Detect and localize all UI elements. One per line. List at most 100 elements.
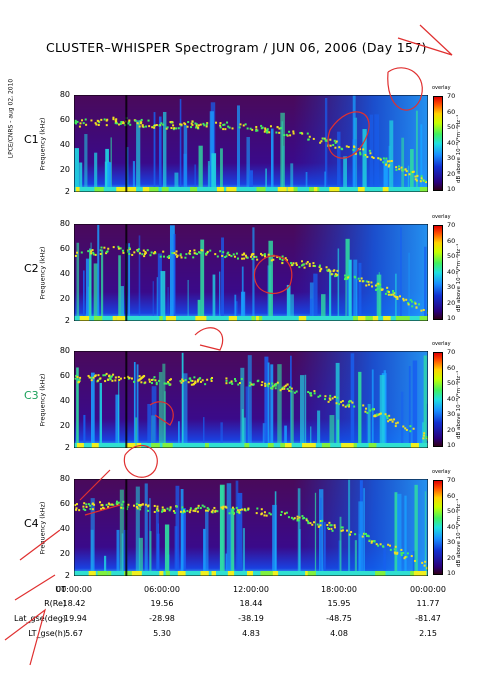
red-letter-r (194, 327, 224, 351)
y-tick-label: 80 (59, 346, 70, 355)
red-strokes-2 (14, 529, 61, 601)
colorbar-tick: 40 (447, 522, 456, 531)
colorbar-note: overlay (432, 469, 451, 475)
colorbar-tick: 20 (447, 298, 456, 307)
spectrogram-panel-c4 (73, 478, 430, 577)
spectrogram-panel-c1 (73, 94, 431, 193)
y-tick-label: 2 (64, 571, 70, 580)
axis-row-name: R(Re) (44, 599, 66, 608)
y-tick-label: 60 (59, 498, 70, 508)
y-tick-label: 40 (59, 395, 70, 405)
axis-row-value: 06:00:00 (144, 585, 180, 594)
y-tick-label: 80 (59, 90, 70, 99)
y-tick-label: 40 (59, 139, 70, 149)
red-letter-p (253, 255, 293, 294)
panel-label-c1: C1 (24, 133, 39, 146)
colorbar-tick: 60 (447, 363, 456, 372)
red-arrow-mark (397, 24, 453, 56)
axis-row-value: 5.30 (153, 629, 171, 638)
y-tick-label: 80 (59, 219, 70, 228)
colorbar (433, 96, 443, 191)
axis-row-value: 4.08 (330, 629, 348, 638)
colorbar-tick: 40 (447, 138, 456, 147)
colorbar-tick: 30 (447, 538, 456, 546)
axis-row-value: -81.47 (415, 614, 441, 623)
red-strokes-1 (79, 469, 121, 516)
chart-title: CLUSTER–WHISPER Spectrogram / JUN 06, 20… (46, 40, 427, 55)
y-tick-label: 40 (59, 268, 70, 278)
axis-row-value: 00:00:00 (410, 585, 446, 594)
colorbar-tick: 70 (447, 92, 456, 100)
colorbar-tick: 50 (447, 379, 456, 387)
y-tick-label: 2 (64, 443, 70, 452)
red-circle-3 (123, 444, 158, 478)
y-tick-label: 20 (59, 164, 70, 174)
axis-row-value: -48.75 (326, 614, 352, 623)
colorbar-tick: 30 (447, 410, 456, 418)
colorbar-tick: 60 (447, 236, 456, 245)
colorbar (433, 480, 443, 575)
panel-label-c3: C3 (24, 389, 39, 402)
axis-row-value: 18:00:00 (321, 585, 357, 594)
colorbar-tick: 20 (447, 169, 456, 178)
spectrogram-panel-c3 (73, 350, 436, 449)
colorbar-tick: 40 (447, 394, 456, 403)
panel-label-c4: C4 (24, 517, 39, 530)
y-tick-label: 20 (59, 420, 70, 430)
colorbar-tick: 20 (447, 425, 456, 434)
colorbar-tick: 60 (447, 107, 456, 116)
colorbar-tick: 50 (447, 252, 456, 260)
y-tick-label: 80 (59, 474, 70, 483)
axis-row-value: 19.56 (150, 599, 174, 608)
axis-row-name: UT (55, 585, 66, 594)
colorbar-tick: 50 (447, 507, 456, 515)
y-tick-label: 20 (59, 293, 70, 303)
red-circle-2 (327, 111, 370, 159)
colorbar-note: overlay (432, 341, 451, 347)
axis-row-value: 5.67 (65, 629, 83, 638)
axis-row-value: 11.77 (416, 599, 440, 608)
colorbar-tick: 50 (447, 123, 456, 131)
red-circle-1 (387, 67, 423, 111)
colorbar-tick: 40 (447, 267, 456, 276)
axis-row-value: 12:00:00 (233, 585, 269, 594)
colorbar-tick: 70 (447, 221, 456, 229)
y-tick-label: 40 (59, 523, 70, 533)
axis-row-value: -19.94 (61, 614, 87, 623)
colorbar-tick: 30 (447, 283, 456, 291)
colorbar-tick: 70 (447, 476, 456, 484)
colorbar-note: overlay (432, 85, 451, 91)
red-letter-e (149, 401, 174, 426)
panel-label-c2: C2 (24, 262, 39, 275)
y-tick-label: 2 (64, 187, 70, 196)
axis-row-value: 18.42 (62, 599, 86, 608)
colorbar-tick: 10 (447, 441, 456, 449)
colorbar-tick: 10 (447, 185, 456, 193)
colorbar-tick: 30 (447, 154, 456, 162)
colorbar-tick: 20 (447, 553, 456, 562)
red-strokes-3 (4, 608, 47, 666)
colorbar-tick: 70 (447, 348, 456, 356)
axis-row-value: 2.15 (419, 629, 437, 638)
y-tick-label: 60 (59, 370, 70, 380)
axis-row-value: 00:00:00 (56, 585, 92, 594)
axis-row-name: Lat_gse(deg) (14, 614, 66, 623)
axis-row-name: LT_gse(h) (28, 629, 66, 638)
colorbar (433, 225, 443, 320)
y-tick-label: 20 (59, 548, 70, 558)
colorbar-tick: 10 (447, 569, 456, 577)
colorbar-note: overlay (432, 214, 451, 220)
spectrogram-panel-c2 (73, 223, 431, 322)
colorbar (433, 352, 443, 447)
axis-row-value: 15.95 (327, 599, 351, 608)
axis-row-value: 4.83 (242, 629, 260, 638)
axis-row-value: -38.19 (238, 614, 264, 623)
axis-row-value: -28.98 (149, 614, 175, 623)
colorbar-tick: 60 (447, 491, 456, 500)
colorbar-tick: 10 (447, 314, 456, 322)
y-tick-label: 60 (59, 243, 70, 253)
axis-row-value: 18.44 (239, 599, 263, 608)
y-tick-label: 2 (64, 316, 70, 325)
y-tick-label: 60 (59, 114, 70, 124)
